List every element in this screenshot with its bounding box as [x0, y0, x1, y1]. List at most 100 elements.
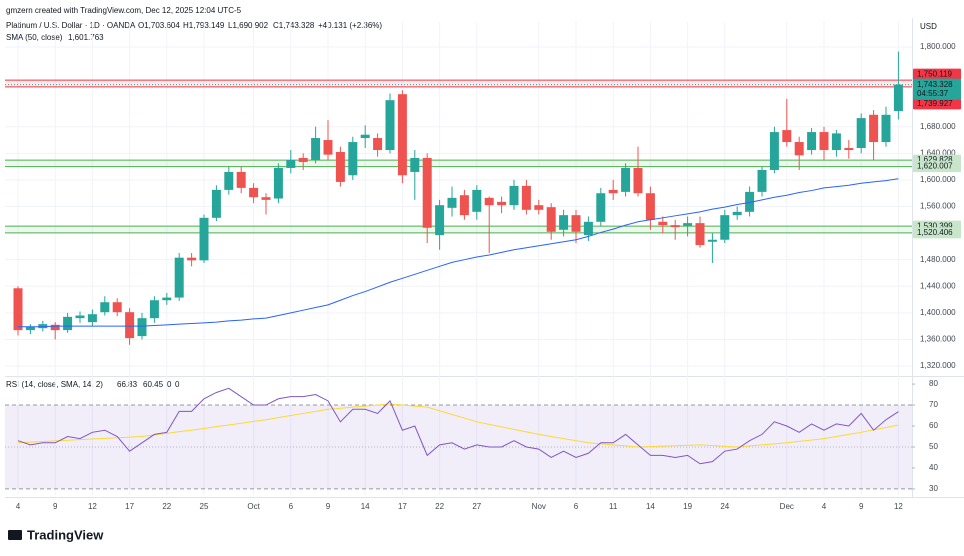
candle-body: [149, 300, 159, 319]
candle-body: [571, 215, 581, 232]
candle-body: [869, 114, 879, 143]
header-symbol: Platinum / U.S. Dollar · 1D · OANDA: [6, 21, 136, 30]
level-label: 1,629.828: [917, 155, 953, 164]
candle-body: [745, 191, 755, 212]
x-tick-label: 4: [16, 502, 21, 511]
candle-body: [782, 130, 792, 143]
candle-body: [435, 205, 445, 236]
candle-body: [658, 221, 668, 226]
x-tick-label: 27: [472, 502, 481, 511]
candle-body: [348, 142, 358, 176]
candle-body: [410, 157, 420, 172]
candle-body: [645, 193, 655, 220]
candle-body: [273, 167, 283, 199]
candle-body: [75, 315, 85, 319]
candle-body: [459, 195, 469, 216]
y-tick-label: 1,400.000: [920, 308, 956, 317]
candle-body: [844, 148, 854, 151]
candle-body: [695, 223, 705, 246]
candle-body: [422, 157, 432, 228]
sma-line: [18, 178, 899, 328]
x-tick-label: 9: [859, 502, 864, 511]
header-open: O1,703.604: [138, 21, 180, 30]
rsi-legend-name: RSI (14, close, SMA, 14, 2): [6, 380, 103, 389]
x-tick-label: 9: [326, 502, 331, 511]
candle-body: [757, 169, 767, 192]
level-label-box: [913, 68, 961, 80]
header-low: L1,690.902: [228, 21, 269, 30]
candle-body: [174, 257, 184, 298]
x-tick-label: Oct: [247, 502, 260, 511]
level-label: 1,750.119: [917, 69, 953, 78]
candle-body: [683, 223, 693, 226]
level-label: 1,520.406: [917, 228, 953, 237]
candle-body: [497, 201, 507, 206]
candle-body: [583, 221, 593, 236]
candle-body: [249, 187, 259, 198]
level-label-box: [913, 227, 961, 239]
candle-body: [546, 207, 556, 232]
candle-body: [87, 314, 97, 323]
candle-body: [707, 239, 717, 242]
candle-body: [50, 324, 60, 331]
zone-fill: [5, 226, 912, 233]
candle-body: [509, 185, 519, 206]
level-label: 1,739.927: [917, 99, 953, 108]
candle-body: [38, 324, 48, 329]
logo-text: TradingView: [27, 527, 104, 542]
candle-body: [373, 138, 383, 151]
zone-fill: [5, 80, 912, 87]
candle-body: [608, 189, 618, 194]
candle-body: [732, 211, 742, 216]
candle-body: [211, 189, 221, 218]
y-tick-label: 1,680.000: [920, 122, 956, 131]
candle-body: [125, 312, 135, 339]
zone-fill: [5, 160, 912, 167]
candle-body: [559, 215, 569, 230]
rsi-legend-value: 0: [175, 380, 180, 389]
candle-body: [199, 217, 209, 261]
rsi-tick-label: 80: [929, 379, 938, 388]
rsi-legend-value: 66.83: [117, 380, 138, 389]
candle-body: [13, 288, 23, 331]
candle-body: [596, 193, 606, 222]
candle-body: [162, 297, 172, 301]
x-tick-label: 25: [200, 502, 209, 511]
candle-body: [100, 302, 110, 313]
x-tick-label: 11: [609, 502, 618, 511]
rsi-tick-label: 30: [929, 484, 938, 493]
candle-body: [484, 197, 494, 206]
candle-body: [323, 140, 333, 155]
candle-body: [335, 152, 345, 182]
x-tick-label: 4: [822, 502, 827, 511]
x-tick-label: 14: [646, 502, 655, 511]
level-label: 1,620.007: [917, 162, 953, 171]
countdown: 04:55:37: [917, 89, 949, 98]
level-label-box: [913, 161, 961, 173]
y-tick-label: 1,640.000: [920, 148, 956, 157]
y-tick-label: 1,800.000: [920, 42, 956, 51]
x-tick-label: 6: [289, 502, 294, 511]
x-tick-label: 12: [88, 502, 97, 511]
candle-body: [670, 225, 680, 228]
candle-body: [397, 94, 407, 176]
currency: USD: [920, 22, 937, 31]
candle-body: [25, 326, 35, 331]
candle-body: [112, 302, 122, 313]
candle-body: [534, 205, 544, 210]
y-tick-label: 1,320.000: [920, 361, 956, 370]
x-tick-label: 17: [125, 502, 134, 511]
y-tick-label: 1,440.000: [920, 281, 956, 290]
x-tick-label: Dec: [780, 502, 794, 511]
sma-legend-value: 1,601.763: [68, 33, 104, 42]
candle-body: [261, 197, 271, 200]
candle-body: [63, 316, 73, 331]
candle-body: [360, 134, 370, 139]
level-label: 1,530.399: [917, 221, 953, 230]
candle-body: [521, 185, 531, 210]
candle-body: [224, 171, 234, 190]
candle-body: [472, 189, 482, 212]
candle-body: [286, 159, 296, 168]
x-tick-label: 24: [720, 502, 729, 511]
